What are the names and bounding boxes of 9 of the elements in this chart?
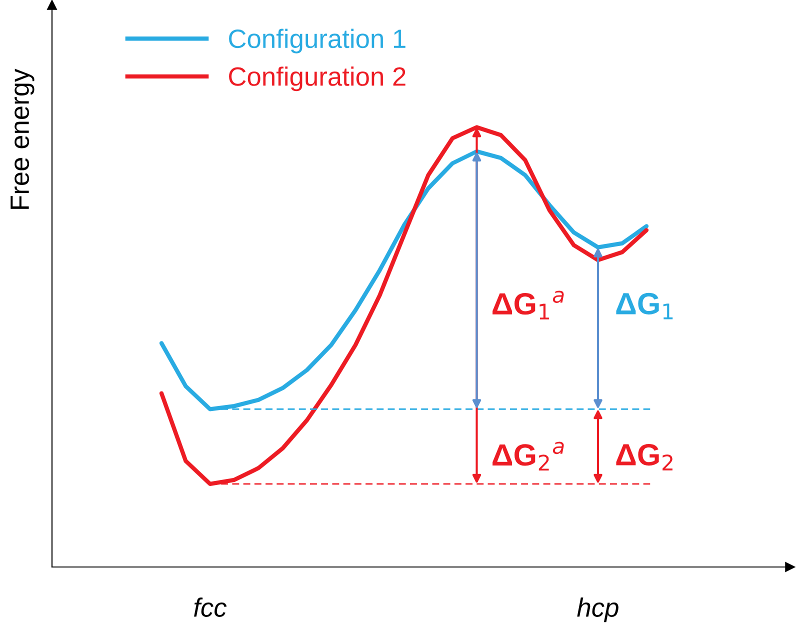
annotation: ΔG$_{1}$ <box>616 292 673 320</box>
x-tick-label: hcp <box>577 598 618 622</box>
y-axis-title: Free energy <box>10 68 34 209</box>
x-tick-label: fcc <box>194 598 227 617</box>
legend-label: Configuration 1 <box>229 28 406 54</box>
annotation: ΔG$_{1}$$^{a}$ <box>492 290 564 320</box>
annotation: ΔG$_{2}$ <box>616 444 672 470</box>
legend-label: Configuration 2 <box>229 66 406 92</box>
annotation: ΔG$_{2}$$^{a}$ <box>492 442 564 470</box>
